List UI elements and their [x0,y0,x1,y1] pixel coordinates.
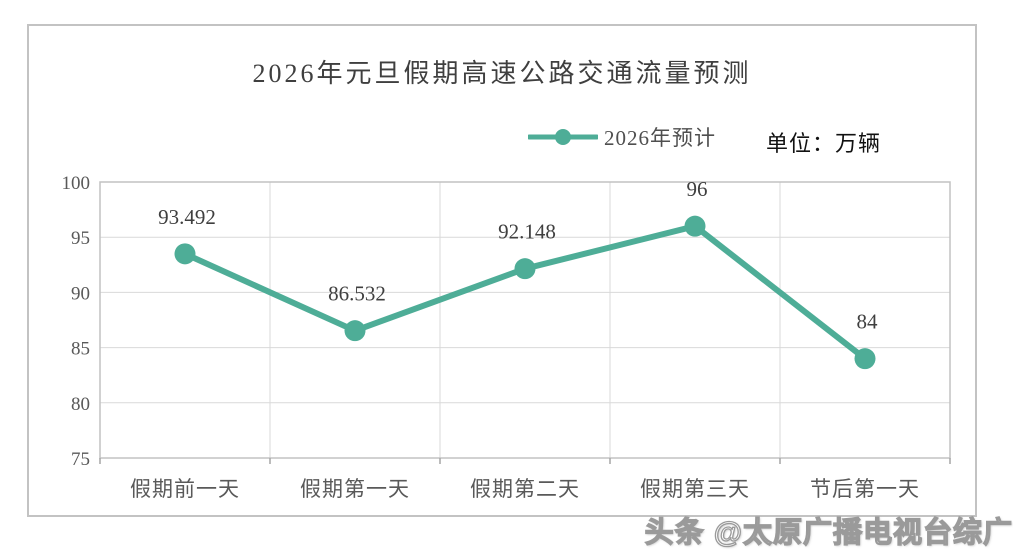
chart-card [27,24,977,517]
unit-label: 单位：万辆 [766,131,882,156]
legend: 2026年预计 [528,124,716,150]
watermark: 头条 @太原广播电视台综广 [644,516,1013,549]
legend-line-marker-icon [528,129,598,145]
legend-series-label: 2026年预计 [604,126,716,150]
chart-title: 2026年元旦假期高速公路交通流量预测 [252,59,752,88]
